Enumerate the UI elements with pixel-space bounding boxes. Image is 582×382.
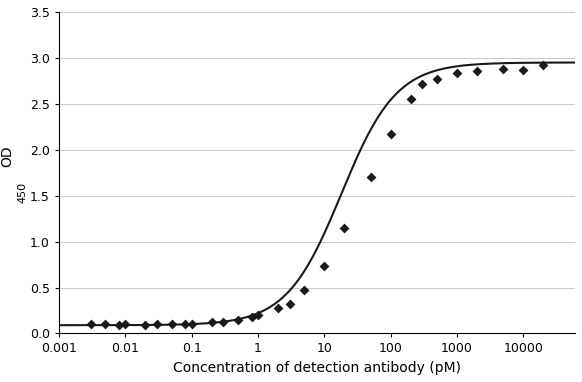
Point (320, 263, 329, 269)
Point (406, 96, 416, 102)
Point (247, 314, 256, 320)
Point (386, 131, 395, 137)
Point (300, 287, 309, 293)
Text: OD: OD (1, 146, 15, 167)
Point (418, 81, 427, 87)
Point (207, 319, 217, 325)
Point (519, 67, 528, 73)
Point (114, 322, 123, 328)
Point (152, 321, 162, 327)
Point (167, 321, 176, 327)
Point (187, 321, 196, 327)
Point (233, 317, 243, 323)
Point (452, 70, 462, 76)
Point (432, 76, 442, 82)
Point (180, 321, 190, 327)
Point (141, 322, 150, 328)
Point (253, 312, 262, 318)
Point (340, 225, 349, 231)
Point (274, 305, 283, 311)
Point (120, 321, 130, 327)
Point (101, 321, 110, 327)
Text: 450: 450 (18, 181, 28, 202)
Point (219, 319, 228, 325)
Point (499, 66, 508, 72)
X-axis label: Concentration of detection antibody (pM): Concentration of detection antibody (pM) (173, 361, 461, 375)
Point (366, 174, 375, 180)
Point (285, 301, 294, 307)
Point (473, 68, 482, 74)
Point (539, 62, 548, 68)
Point (86, 321, 95, 327)
